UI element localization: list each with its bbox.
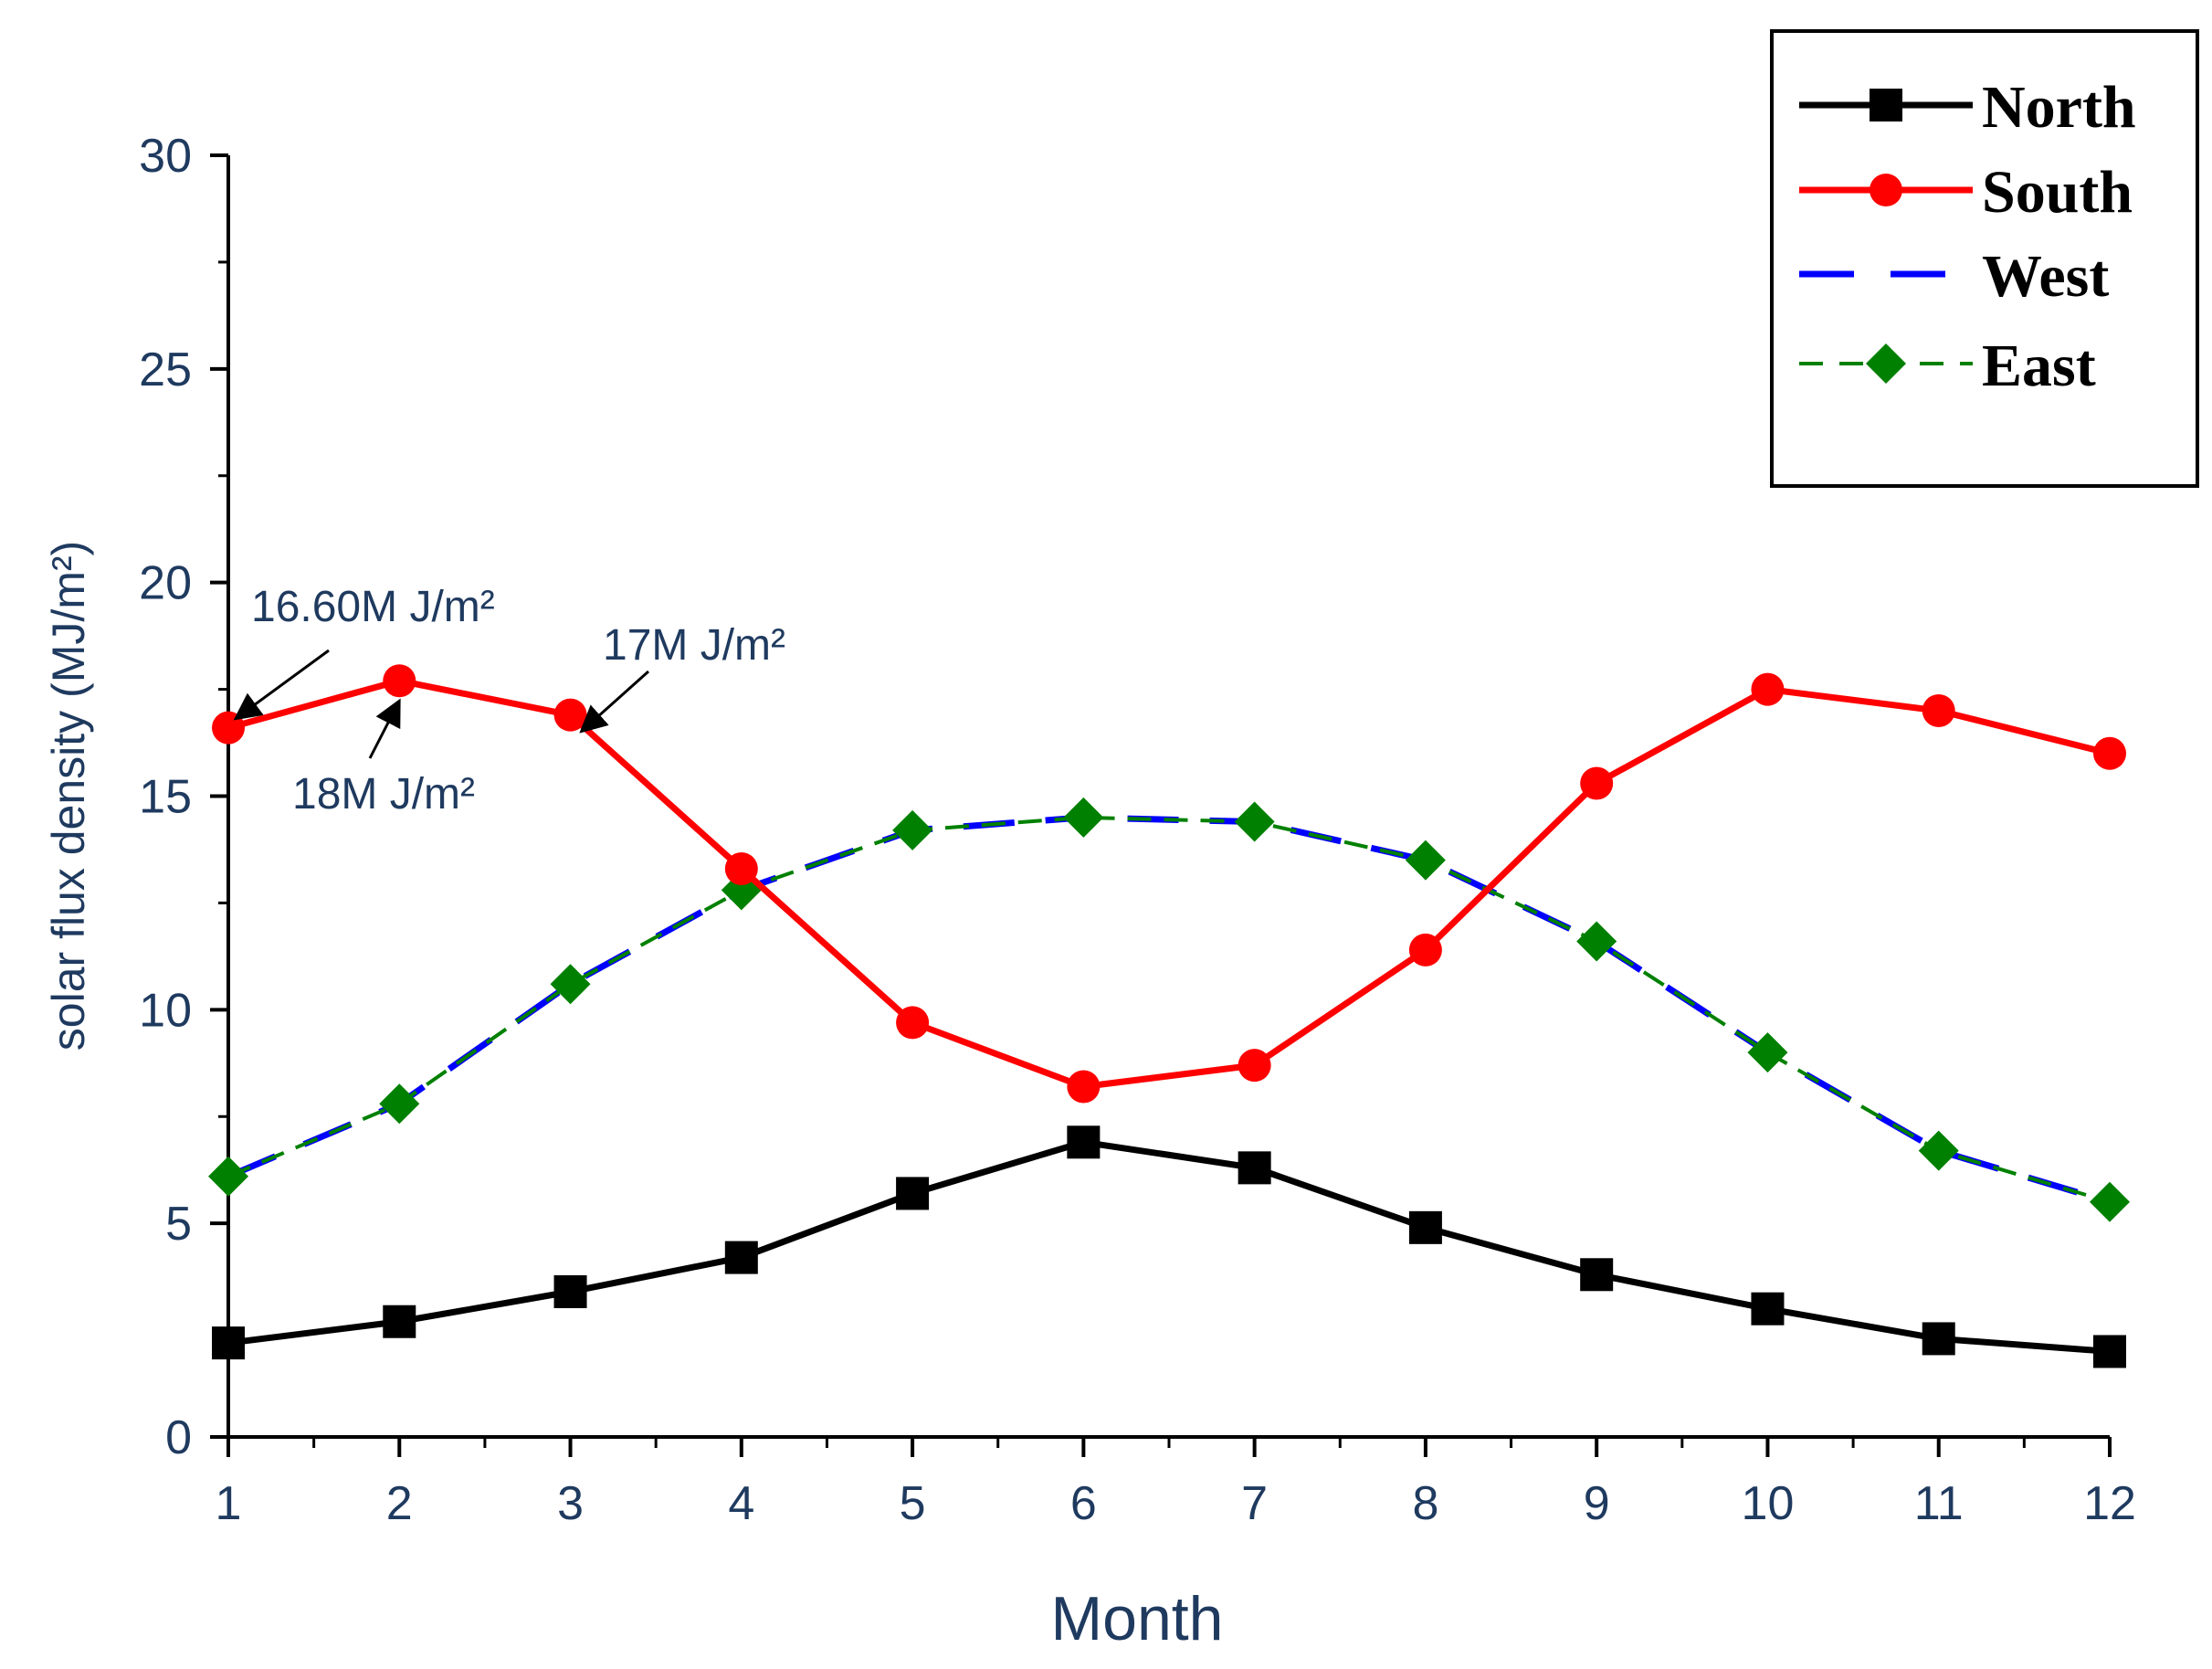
- x-axis-title: Month: [1051, 1584, 1224, 1653]
- legend-label-east: East: [1982, 333, 2096, 399]
- east-point: [208, 1156, 248, 1197]
- south-point: [2093, 736, 2126, 770]
- south-point: [1922, 693, 1955, 727]
- legend-box: [1770, 29, 2199, 488]
- x-tick-label: 6: [1070, 1477, 1097, 1530]
- south-point: [553, 698, 587, 732]
- x-tick-label: 12: [2083, 1477, 2136, 1530]
- south-point: [1580, 766, 1614, 800]
- east-point: [1063, 797, 1104, 838]
- east-line: [227, 815, 2111, 1204]
- legend-item-north: North: [1799, 74, 2136, 141]
- y-tick-label: 10: [139, 984, 192, 1037]
- north-point: [1067, 1125, 1101, 1159]
- north-point: [1580, 1258, 1614, 1292]
- legend-item-west: West: [1799, 243, 2109, 310]
- y-tick-label: 25: [139, 343, 192, 396]
- east-point: [550, 964, 591, 1005]
- x-tick-label: 3: [557, 1477, 584, 1530]
- x-tick-label: 9: [1584, 1477, 1610, 1530]
- north-point: [553, 1274, 587, 1308]
- north-point: [1922, 1322, 1955, 1356]
- annotation-label: 17M J/m²: [603, 621, 785, 670]
- y-tick-label: 30: [139, 130, 192, 183]
- annotation-arrow: [368, 698, 401, 759]
- east-point: [1576, 921, 1617, 962]
- west-line: [226, 814, 2112, 1206]
- y-tick-label: 15: [139, 771, 192, 824]
- legend-marker-south: [1870, 174, 1902, 206]
- annotation-arrow: [579, 670, 649, 734]
- x-tick-label: 5: [900, 1477, 926, 1530]
- series-north: [212, 1125, 2126, 1368]
- legend-marker-north: [1870, 89, 1902, 121]
- east-point: [1234, 801, 1275, 842]
- north-line: [227, 1138, 2111, 1355]
- x-tick-label: 10: [1742, 1477, 1795, 1530]
- north-point: [724, 1241, 758, 1274]
- south-point: [1067, 1070, 1101, 1104]
- north-point: [383, 1305, 416, 1338]
- south-point: [1238, 1049, 1271, 1083]
- east-point: [1918, 1130, 1959, 1171]
- north-point: [1408, 1210, 1442, 1244]
- series-west: [226, 814, 2112, 1206]
- east-point: [1405, 840, 1446, 881]
- legend-label-north: North: [1982, 74, 2136, 141]
- x-tick-label: 2: [386, 1477, 413, 1530]
- annotation-label: 16.60M J/m²: [251, 583, 495, 631]
- east-point: [2090, 1181, 2130, 1222]
- south-point: [1751, 672, 1785, 706]
- east-point: [892, 809, 933, 850]
- legend-item-south: South: [1799, 159, 2133, 226]
- east-point: [379, 1083, 420, 1125]
- legend-label-west: West: [1982, 243, 2109, 310]
- legend-label-south: South: [1982, 159, 2133, 226]
- annotation-label: 18M J/m²: [292, 770, 475, 819]
- y-tick-label: 0: [165, 1411, 192, 1464]
- x-tick-label: 1: [216, 1477, 242, 1530]
- north-point: [1751, 1292, 1785, 1326]
- x-tick-label: 8: [1412, 1477, 1438, 1530]
- south-point: [1408, 933, 1442, 967]
- series-east: [208, 797, 2130, 1222]
- north-point: [896, 1177, 930, 1210]
- south-point: [383, 664, 416, 698]
- x-tick-label: 11: [1914, 1477, 1964, 1530]
- east-point: [1747, 1032, 1788, 1073]
- north-point: [212, 1326, 245, 1360]
- y-tick-label: 5: [165, 1198, 192, 1251]
- legend-marker-east: [1866, 343, 1906, 384]
- north-point: [2093, 1335, 2126, 1368]
- south-point: [896, 1006, 930, 1040]
- annotation-arrow: [233, 649, 330, 721]
- y-axis-title: solar flux density (MJ/m²): [43, 541, 94, 1051]
- y-tick-label: 20: [139, 557, 192, 610]
- south-line: [227, 677, 2111, 1091]
- legend: North South West East: [1770, 29, 2199, 488]
- legend-item-east: East: [1799, 333, 2096, 399]
- series-south: [212, 664, 2126, 1104]
- x-tick-label: 7: [1241, 1477, 1268, 1530]
- north-point: [1238, 1151, 1271, 1185]
- x-tick-label: 4: [728, 1477, 754, 1530]
- south-point: [724, 852, 758, 886]
